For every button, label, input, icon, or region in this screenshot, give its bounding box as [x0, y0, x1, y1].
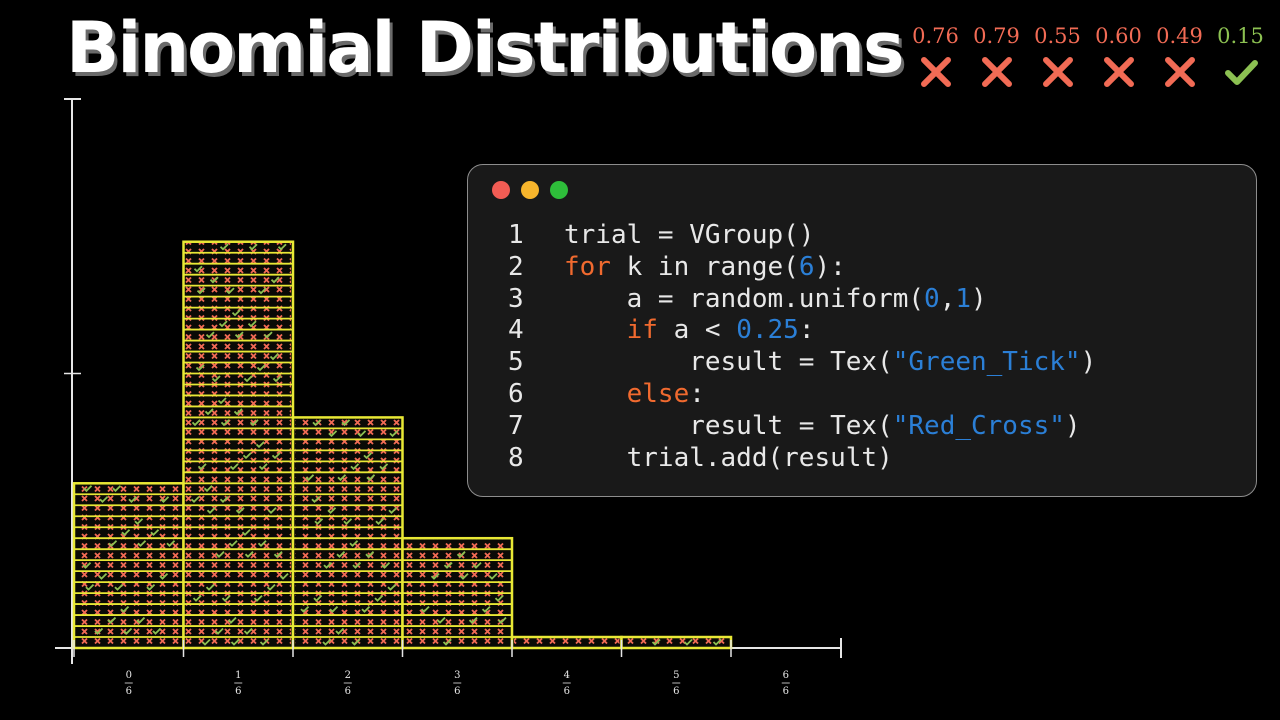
bar-3: [401, 536, 514, 650]
bars-group: [72, 240, 733, 650]
x-tick-label-numerator: 0: [126, 670, 132, 681]
code-line: 4 if a < 0.25:: [508, 315, 1096, 347]
x-tick-label-denominator: 6: [235, 686, 241, 697]
trial-result: 0.55: [1027, 22, 1088, 90]
trial-value: 0.76: [912, 24, 959, 48]
trial-results: 0.76 0.79 0.55 0.60 0.49 0.15: [905, 22, 1271, 90]
trial-result: 0.79: [966, 22, 1027, 90]
minimize-dot-icon: [521, 181, 539, 199]
trial-value: 0.55: [1034, 24, 1081, 48]
x-tick-label-denominator: 6: [126, 686, 132, 697]
x-tick-label-numerator: 1: [235, 670, 241, 681]
x-tick-label-denominator: 6: [783, 686, 789, 697]
line-number: 3: [508, 283, 524, 314]
x-tick-label-numerator: 3: [454, 670, 460, 681]
code-window: 1 trial = VGroup() 2 for k in range(6): 3 a …: [467, 164, 1257, 497]
y-ticks-group: [64, 98, 81, 375]
line-number: 5: [508, 347, 524, 378]
cross-icon: [981, 57, 1012, 87]
line-number: 8: [508, 442, 524, 473]
x-tick-label-numerator: 5: [673, 670, 679, 681]
code-text: trial.add(result): [564, 442, 893, 473]
code-line: 5 result = Tex("Green_Tick"): [508, 347, 1096, 379]
code-block: 1 trial = VGroup() 2 for k in range(6): 3 a …: [508, 220, 1096, 474]
line-number: 7: [508, 410, 524, 441]
trial-result: 0.49: [1149, 22, 1210, 90]
x-tick-label-denominator: 6: [564, 686, 570, 697]
line-number: 1: [508, 220, 524, 250]
code-line: 7 result = Tex("Red_Cross"): [508, 411, 1096, 443]
x-tick-label-denominator: 6: [345, 686, 351, 697]
cross-icon: [920, 57, 951, 87]
cross-icon: [1164, 57, 1195, 87]
x-ticks-group: 0 6 1 6 2 6 3 6 4 6 5 6 6 6: [73, 640, 790, 697]
bar-4: [510, 635, 623, 650]
bar-2: [291, 416, 404, 650]
bar-5: [620, 635, 733, 650]
code-text: result = Tex("Red_Cross"): [564, 410, 1081, 441]
x-tick-label-denominator: 6: [673, 686, 679, 697]
line-number: 6: [508, 378, 524, 409]
code-text: if a < 0.25:: [626, 315, 815, 346]
code-text: trial = VGroup(): [564, 220, 815, 250]
tick-icon: [1224, 60, 1258, 85]
x-tick-label-numerator: 6: [783, 670, 789, 681]
page-title: Binomial Distributions: [66, 7, 905, 89]
cross-icon: [1042, 57, 1073, 87]
trial-value: 0.15: [1217, 24, 1264, 48]
code-line: 3 a = random.uniform(0,1): [508, 284, 1096, 316]
x-tick-label-numerator: 4: [564, 670, 570, 681]
trial-value: 0.49: [1156, 24, 1203, 48]
cross-icon: [1103, 57, 1134, 87]
bar-0: [72, 482, 185, 650]
trial-result: 0.15: [1210, 22, 1271, 90]
code-text: else:: [626, 378, 705, 409]
code-text: a = random.uniform(0,1): [564, 283, 987, 314]
line-number: 4: [508, 315, 524, 346]
code-line: 6 else:: [508, 379, 1096, 411]
code-text: result = Tex("Green_Tick"): [564, 347, 1097, 378]
maximize-dot-icon: [550, 181, 568, 199]
trial-result: 0.76: [905, 22, 966, 90]
code-text: for k in range(6):: [564, 251, 846, 282]
x-tick-label-numerator: 2: [345, 670, 351, 681]
code-line: 1 trial = VGroup(): [508, 220, 1096, 252]
code-line: 8 trial.add(result): [508, 443, 1096, 475]
trial-value: 0.60: [1095, 24, 1142, 48]
x-tick-label-denominator: 6: [454, 686, 460, 697]
bar-1: [182, 240, 295, 650]
line-number: 2: [508, 251, 524, 282]
code-line: 2 for k in range(6):: [508, 252, 1096, 284]
trial-value: 0.79: [973, 24, 1020, 48]
close-dot-icon: [492, 181, 510, 199]
trial-result: 0.60: [1088, 22, 1149, 90]
